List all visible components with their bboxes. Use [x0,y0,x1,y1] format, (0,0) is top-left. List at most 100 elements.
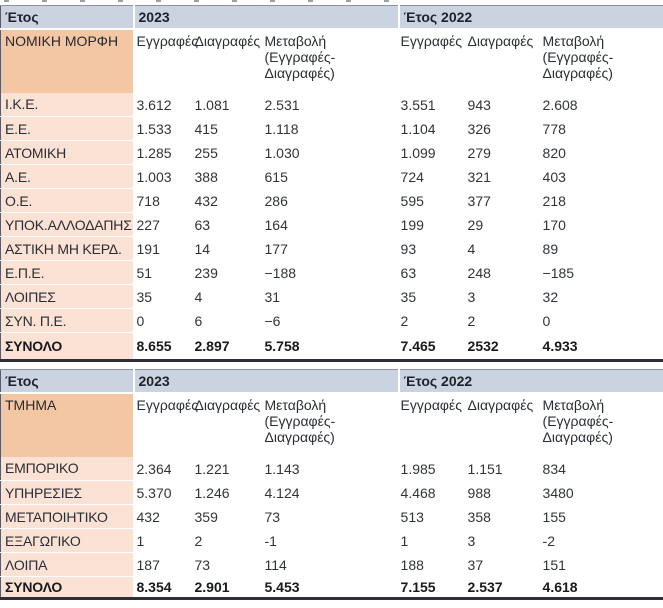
row-label: ΣΥΝΟΛΟ [0,576,135,599]
cell-2023-deletions: 2.901 [192,576,263,599]
cell-2023-deletions: 4 [192,284,263,309]
cell-2022-change: 4.618 [540,576,663,599]
col-header-registrations-2022: Εγγραφές [398,28,466,93]
row-label: ΣΥΝΟΛΟ [0,332,135,361]
cell-2023-change: 73 [262,504,399,529]
cell-2023-registrations: 2.364 [133,456,193,481]
cell-2022-registrations: 2 [398,308,466,333]
cell-2022-deletions: 4 [465,236,541,261]
cell-2023-change: −6 [262,308,399,333]
cell-2023-deletions: 14 [192,236,263,261]
cell-2023-registrations: 0 [133,308,193,333]
cell-2022-deletions: 2.537 [465,576,541,599]
cell-2022-change: 3480 [540,480,663,505]
cell-2023-change: 286 [262,188,399,213]
year-label-cell: Έτος [0,369,135,394]
cell-2022-deletions: 988 [465,480,541,505]
cell-2022-change: 820 [540,140,663,165]
cell-2023-registrations: 8.655 [133,332,193,361]
column-header-row: ΤΜΗΜΑ Εγγραφές Διαγραφές Μεταβολή (Εγγρα… [0,392,663,457]
cell-2023-registrations: 718 [133,188,193,213]
cell-2023-change: 1.143 [262,456,399,481]
total-row: ΣΥΝΟΛΟ 8.655 2.897 5.758 7.465 2532 4.933 [0,332,663,361]
row-label: ΣΥΝ. Π.Ε. [0,308,135,333]
cell-2023-change: 2.531 [262,92,399,117]
table-row: Ε.Π.Ε. 51 239 −188 63 248 −185 [0,260,663,285]
cell-2023-registrations: 191 [133,236,193,261]
row-label: Α.Ε. [0,164,135,189]
cell-2023-change: 1.030 [262,140,399,165]
cell-2023-change: −188 [262,260,399,285]
cell-2023-deletions: 359 [192,504,263,529]
table-row: ΕΞΑΓΩΓΙΚΟ 1 2 -1 1 3 -2 [0,528,663,553]
cell-2022-deletions: 2 [465,308,541,333]
cell-2023-deletions: 255 [192,140,263,165]
cell-2022-change: 151 [540,552,663,577]
table-row: Ε.Ε. 1.533 415 1.118 1.104 326 778 [0,116,663,141]
col-header-deletions-2022: Διαγραφές [465,28,541,93]
year-header-row: Έτος 2023 Έτος 2022 [0,5,663,30]
cell-2022-registrations: 35 [398,284,466,309]
cell-2022-registrations: 513 [398,504,466,529]
year-2022-cell: Έτος 2022 [398,5,663,30]
row-label: ΥΠΟΚ.ΑΛΛΟΔΑΠΗΣ [0,212,135,237]
cell-2023-registrations: 1.533 [133,116,193,141]
cell-2022-change: 0 [540,308,663,333]
cell-2023-deletions: 239 [192,260,263,285]
cell-2023-registrations: 1.285 [133,140,193,165]
cell-2023-change: 1.118 [262,116,399,141]
table-row: Α.Ε. 1.003 388 615 724 321 403 [0,164,663,189]
row-label: Ι.Κ.Ε. [0,92,135,117]
table-row: ΑΣΤΙΚΗ ΜΗ ΚΕΡΔ. 191 14 177 93 4 89 [0,236,663,261]
cell-2023-deletions: 1.246 [192,480,263,505]
cell-2022-deletions: 321 [465,164,541,189]
category-header-cell: ΤΜΗΜΑ [0,392,135,457]
table-row: ΜΕΤΑΠΟΙΗΤΙΚΟ 432 359 73 513 358 155 [0,504,663,529]
cell-2023-registrations: 51 [133,260,193,285]
cell-2023-deletions: 415 [192,116,263,141]
col-header-change-2022: Μεταβολή (Εγγραφές- Διαγραφές) [540,28,663,93]
cell-2022-registrations: 63 [398,260,466,285]
cell-2022-change: -2 [540,528,663,553]
col-header-registrations-2022: Εγγραφές [398,392,466,457]
col-header-deletions-2023: Διαγραφές [192,28,263,93]
col-header-registrations-2023: Εγγραφές [133,28,198,93]
cell-2023-deletions: 388 [192,164,263,189]
cell-2023-registrations: 432 [133,504,193,529]
col-header-deletions-2022: Διαγραφές [465,392,541,457]
cell-2022-deletions: 248 [465,260,541,285]
cell-2022-deletions: 29 [465,212,541,237]
year-2022-cell: Έτος 2022 [398,369,663,394]
cell-2022-change: 4.933 [540,332,663,361]
cell-2022-deletions: 279 [465,140,541,165]
row-label: ΕΜΠΟΡΙΚΟ [0,456,135,481]
cell-2022-deletions: 943 [465,92,541,117]
cell-2022-change: 170 [540,212,663,237]
col-header-deletions-2023: Διαγραφές [192,392,263,457]
cell-2022-registrations: 3.551 [398,92,466,117]
cell-2022-change: 155 [540,504,663,529]
cell-2023-deletions: 63 [192,212,263,237]
row-label: ΥΠΗΡΕΣΙΕΣ [0,480,135,505]
table-row: ΛΟΙΠΑ 187 73 114 188 37 151 [0,552,663,577]
cell-2022-registrations: 7.465 [398,332,466,361]
cropped-text-remnant [0,0,663,5]
row-label: Ε.Π.Ε. [0,260,135,285]
col-header-change-2022: Μεταβολή (Εγγραφές- Διαγραφές) [540,392,663,457]
cell-2022-deletions: 3 [465,528,541,553]
cell-2023-change: 164 [262,212,399,237]
cell-2022-change: 89 [540,236,663,261]
cell-2022-registrations: 724 [398,164,466,189]
col-header-change-2023: Μεταβολή (Εγγραφές- Διαγραφές) [262,28,399,93]
row-label: ΕΞΑΓΩΓΙΚΟ [0,528,135,553]
cell-2022-deletions: 326 [465,116,541,141]
row-label: Ε.Ε. [0,116,135,141]
year-2023-cell: 2023 [133,369,400,394]
cell-2022-deletions: 3 [465,284,541,309]
cell-2023-change: 177 [262,236,399,261]
cell-2023-deletions: 6 [192,308,263,333]
cell-2022-registrations: 1.985 [398,456,466,481]
cell-2022-deletions: 1.151 [465,456,541,481]
cell-2023-registrations: 8.354 [133,576,193,599]
cell-2023-change: 31 [262,284,399,309]
